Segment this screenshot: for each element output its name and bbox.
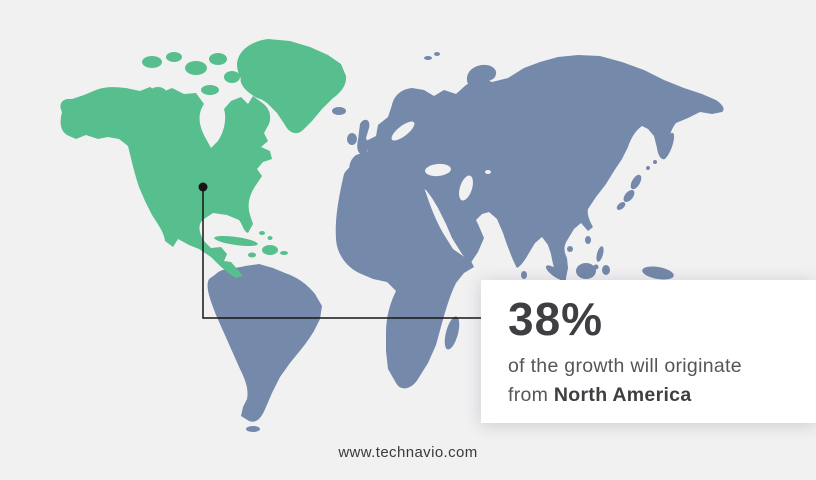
landmass-new-guinea <box>642 266 674 280</box>
stat-description-line2-prefix: from <box>508 383 554 406</box>
arctic-island-1 <box>142 56 162 68</box>
arctic-island-6 <box>150 87 166 97</box>
landmass-sumatra <box>545 265 567 281</box>
baltic-sea <box>391 121 415 141</box>
landmass-sulawesi <box>602 265 610 275</box>
landmass-baffin-island <box>240 75 272 101</box>
landmass-cuba <box>214 235 258 247</box>
landmass-north-america <box>60 87 272 278</box>
inland-seas <box>391 121 491 201</box>
stat-description-line1: of the growth will originate <box>508 354 742 377</box>
landmass-puerto-rico <box>280 251 288 255</box>
landmass-jamaica <box>248 252 256 258</box>
map-marker-dot <box>198 182 208 192</box>
callout-line <box>202 187 482 319</box>
landmass-eurasia <box>349 55 724 281</box>
landmass-japan-main <box>623 190 635 202</box>
landmass-south-america <box>207 264 322 422</box>
landmass-great-britain <box>357 119 370 155</box>
caspian-sea <box>459 175 473 201</box>
landmass-japan-south <box>616 202 626 210</box>
stat-region-name: North America <box>553 383 692 406</box>
landmass-hainan <box>567 246 573 252</box>
landmass-madagascar <box>444 316 460 350</box>
landmass-hispaniola <box>262 245 278 255</box>
landmass-borneo <box>576 263 596 279</box>
arctic-island-5 <box>224 71 240 83</box>
landmass-novaya-zemlya <box>466 64 497 89</box>
landmass-ireland <box>347 133 357 145</box>
landmass-sri-lanka <box>521 271 527 279</box>
arctic-island-4 <box>209 53 227 65</box>
stat-description: of the growth will originate from North … <box>508 352 806 410</box>
landmass-japan-north <box>630 174 642 190</box>
landmass-taiwan <box>585 236 591 244</box>
black-sea <box>425 163 451 177</box>
arctic-island-7 <box>201 85 219 95</box>
region-north-america <box>60 39 347 278</box>
landmass-kuril-1 <box>646 166 650 170</box>
landmass-svalbard <box>424 56 432 60</box>
landmass-sakhalin <box>661 132 675 160</box>
landmass-svalbard-2 <box>434 52 440 56</box>
arctic-island-2 <box>166 52 182 62</box>
stat-callout-card: 38% of the growth will originate from No… <box>481 280 816 423</box>
stat-value: 38% <box>508 293 604 345</box>
landmass-bahamas-1 <box>259 231 265 235</box>
landmass-philippines <box>596 246 604 262</box>
landmass-kuril-2 <box>653 160 657 164</box>
region-rest-of-world <box>207 52 724 432</box>
aral-sea <box>485 170 491 174</box>
landmass-bahamas-2 <box>267 236 273 240</box>
website-url: www.technavio.com <box>338 444 478 461</box>
landmass-africa <box>335 161 474 389</box>
arctic-island-3 <box>185 61 207 75</box>
landmass-tierra-del-fuego <box>246 426 260 432</box>
landmass-iceland <box>332 107 346 115</box>
landmass-greenland <box>237 39 347 134</box>
